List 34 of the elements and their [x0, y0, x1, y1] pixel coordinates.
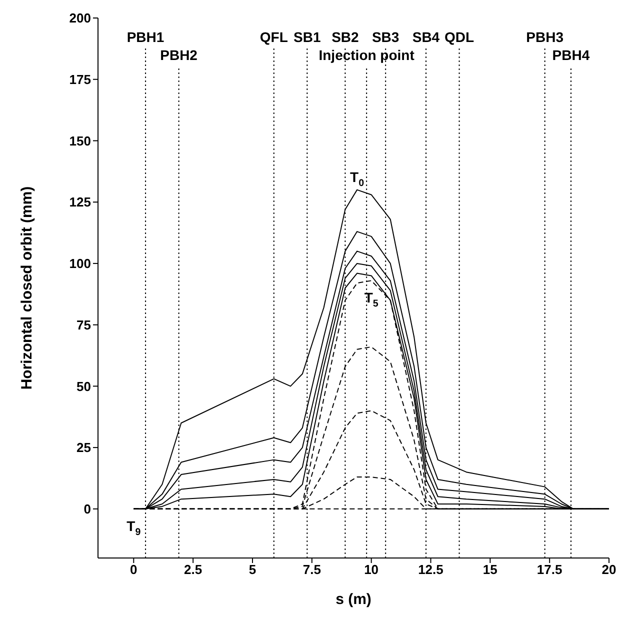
y-tick-label: 175	[69, 72, 91, 87]
y-axis-title: Horizontal closed orbit (mm)	[18, 186, 36, 390]
y-tick-label: 75	[76, 317, 91, 332]
series-label: T$_{9}$	[126, 518, 142, 538]
x-tick-label: 15	[482, 562, 498, 578]
ref-line-label: QDL	[444, 29, 474, 45]
y-tick-label: 125	[69, 194, 91, 210]
series-label: T$_{0}$	[350, 168, 365, 188]
x-tick-label: 12.5	[418, 562, 444, 578]
x-axis-title: s (m)	[336, 591, 372, 608]
ref-line-label: SB1	[294, 29, 321, 45]
ref-line-label: PBH1	[126, 29, 164, 45]
series-label: T$_{5}$	[364, 290, 379, 310]
ref-line-label: PBH3	[526, 29, 564, 45]
x-tick-label: 20	[602, 562, 616, 578]
y-tick-label: 150	[69, 133, 91, 148]
ref-line-label: SB2	[332, 29, 360, 45]
ref-line-label: PBH2	[160, 47, 198, 63]
x-tick-label: 7.5	[302, 562, 321, 578]
y-tick-label: 25	[76, 440, 91, 456]
x-tick-label: 2.5	[184, 562, 202, 578]
x-tick-label: 17.5	[536, 562, 562, 578]
y-tick-label: 200	[69, 10, 91, 26]
y-tick-label: 50	[76, 378, 91, 394]
ref-line-label: SB3	[372, 29, 400, 45]
x-tick-label: 5	[248, 562, 256, 578]
ref-line-label: Injection point	[318, 47, 415, 63]
y-tick-label: 0	[84, 502, 91, 517]
x-tick-label: 0	[130, 562, 138, 578]
x-tick-label: 10	[364, 562, 379, 578]
ref-line-label: PBH4	[552, 47, 590, 63]
ref-line-label: QFL	[260, 29, 288, 45]
ref-line-label: SB4	[412, 29, 440, 45]
y-tick-label: 100	[69, 256, 91, 272]
